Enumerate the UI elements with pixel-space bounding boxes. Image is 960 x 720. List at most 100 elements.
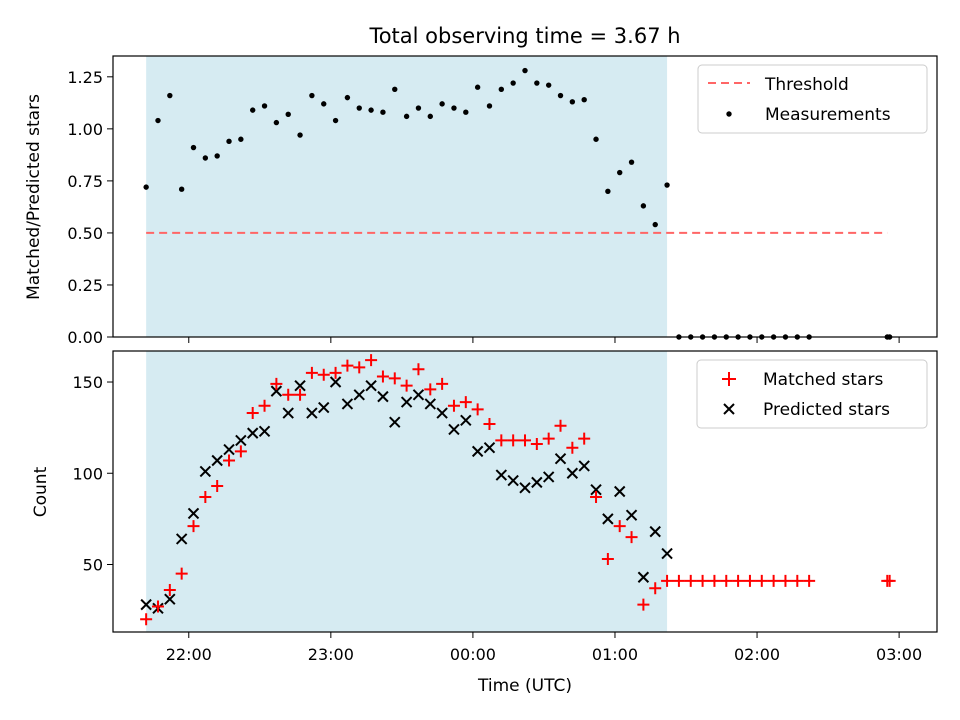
- legend-measurements-label: Measurements: [765, 105, 891, 125]
- predicted-star-point: [270, 385, 283, 397]
- predicted-star-point: [495, 469, 508, 481]
- matched-star-point: [471, 403, 484, 416]
- predicted-star-point: [306, 407, 318, 419]
- predicted-star-point: [483, 442, 496, 454]
- predicted-star-point: [554, 452, 567, 465]
- matched-star-point: [684, 574, 697, 587]
- matched-star-point: [530, 438, 543, 451]
- matched-star-point: [696, 574, 709, 587]
- measurement-point: [332, 117, 339, 124]
- matched-star-point: [270, 377, 283, 390]
- predicted-star-point: [187, 507, 200, 520]
- measurement-point: [178, 186, 185, 192]
- predicted-star-point: [389, 416, 401, 428]
- predicted-star-point: [519, 482, 531, 494]
- x-tick-label: 03:00: [876, 645, 922, 664]
- measurement-point: [214, 153, 220, 159]
- matched-star-point: [163, 584, 176, 597]
- predicted-star-point: [614, 485, 626, 498]
- x-tick-label: 22:00: [166, 645, 212, 664]
- x-tick-label: 23:00: [308, 645, 354, 664]
- measurement-point: [427, 113, 433, 120]
- matched-star-point: [211, 480, 224, 493]
- predicted-star-point: [318, 401, 330, 414]
- measurement-point: [190, 144, 197, 151]
- matched-star-point: [779, 574, 792, 587]
- predicted-star-point: [649, 525, 661, 538]
- matched-star-point: [353, 361, 366, 374]
- measurement-point: [297, 132, 303, 138]
- measurement-point: [202, 155, 209, 161]
- matched-star-points: [140, 354, 896, 626]
- measurement-point: [392, 86, 398, 93]
- predicted-star-point: [507, 474, 519, 487]
- y-tick-label: 0.75: [67, 172, 103, 191]
- top-observing-window: [146, 56, 668, 337]
- matched-star-point: [542, 432, 555, 445]
- top-legend-frame: [697, 64, 928, 134]
- matched-star-point: [175, 567, 188, 580]
- matched-star-point: [376, 370, 389, 383]
- predicted-star-point: [542, 471, 555, 483]
- matched-star-point: [424, 383, 437, 396]
- measurement-point: [545, 82, 552, 88]
- predicted-star-point: [140, 598, 152, 611]
- predicted-star-point: [566, 467, 579, 479]
- x-axis-label: Time (UTC): [477, 676, 572, 696]
- predicted-star-point: [436, 407, 448, 419]
- matched-star-point: [649, 582, 662, 595]
- matched-star-point: [388, 372, 401, 385]
- measurement-point: [356, 105, 362, 111]
- top-axes-frame: [112, 55, 938, 338]
- predicted-star-point: [235, 434, 247, 447]
- predicted-star-point: [460, 414, 472, 427]
- measurement-point: [463, 109, 469, 115]
- x-tick-label: 02:00: [734, 645, 780, 664]
- predicted-star-point: [377, 390, 389, 403]
- matched-star-point: [151, 600, 164, 613]
- matched-star-point: [258, 399, 271, 412]
- matched-star-point: [803, 574, 816, 587]
- bottom-axes-frame: [112, 350, 938, 633]
- predicted-star-point: [637, 571, 650, 583]
- legend-matched-label: Matched stars: [763, 370, 883, 390]
- matched-star-point: [305, 366, 318, 379]
- measurement-point: [522, 67, 528, 74]
- matched-star-point: [743, 574, 756, 587]
- top-panel: 0.00 0.25 0.50 0.75 1.00 1.25 Matched/Predict…: [24, 55, 938, 347]
- figure-title: Total observing time = 3.67 h: [368, 24, 680, 48]
- matched-star-point: [223, 454, 236, 467]
- matched-star-point: [495, 434, 508, 447]
- top-x-ticks: [188, 337, 900, 343]
- predicted-star-point: [223, 443, 235, 456]
- matched-star-point: [566, 441, 579, 454]
- predicted-star-point: [282, 407, 294, 419]
- matched-star-point: [732, 574, 745, 587]
- measurement-point: [617, 169, 623, 176]
- predicted-star-point: [258, 425, 271, 437]
- matched-star-point: [140, 613, 153, 626]
- matched-star-point: [554, 419, 567, 432]
- bottom-observing-window: [146, 351, 668, 632]
- matched-star-point: [661, 574, 674, 587]
- predicted-star-point: [329, 376, 342, 388]
- matched-star-point: [436, 377, 449, 390]
- measurement-point: [451, 105, 457, 111]
- measurement-point: [510, 80, 516, 86]
- measurement-point: [415, 105, 422, 111]
- predicted-star-point: [471, 445, 484, 458]
- predicted-star-point: [602, 513, 614, 525]
- measurement-point: [557, 92, 564, 99]
- predicted-star-point: [365, 379, 377, 392]
- matched-star-point: [483, 417, 496, 430]
- measurement-point: [628, 159, 635, 165]
- matched-star-point: [755, 574, 768, 587]
- measurement-point: [640, 203, 647, 209]
- matched-star-point: [578, 432, 591, 445]
- matched-star-point: [187, 520, 200, 533]
- measurement-point: [498, 86, 505, 93]
- predicted-star-point: [412, 389, 425, 401]
- legend-predicted-label: Predicted stars: [763, 400, 890, 420]
- measurement-point: [380, 109, 386, 115]
- measurement-points: [143, 67, 893, 340]
